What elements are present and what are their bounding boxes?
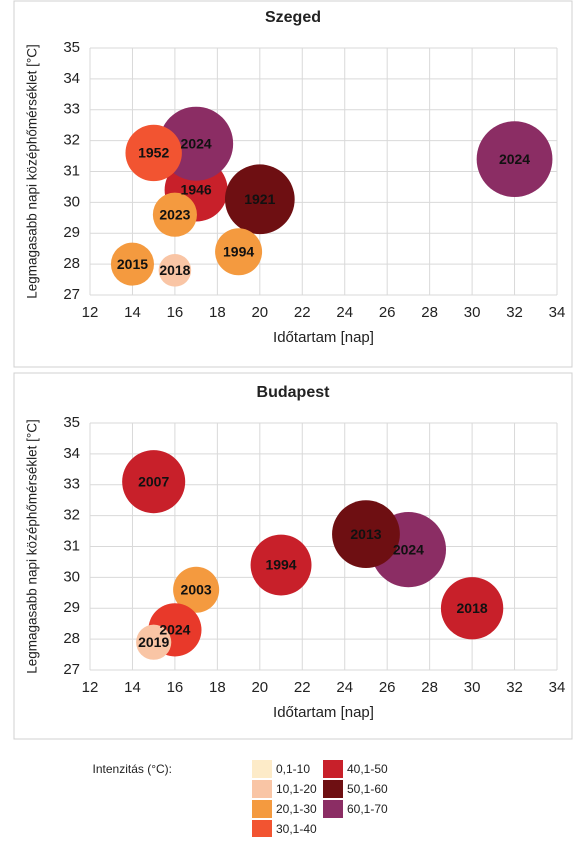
legend-swatch bbox=[252, 760, 272, 778]
bubble-label: 2018 bbox=[457, 600, 488, 616]
bubble-label: 2024 bbox=[499, 151, 530, 167]
x-axis-label: Időtartam [nap] bbox=[273, 329, 374, 346]
legend-swatch bbox=[252, 820, 272, 838]
bubble-label: 2013 bbox=[350, 526, 381, 542]
y-tick-label: 28 bbox=[63, 630, 80, 647]
bubble-label: 2018 bbox=[159, 262, 190, 278]
x-tick-label: 22 bbox=[294, 679, 311, 696]
x-tick-label: 20 bbox=[251, 679, 268, 696]
bubble bbox=[173, 566, 220, 613]
bubble-label: 1994 bbox=[265, 557, 296, 573]
x-tick-label: 30 bbox=[464, 679, 481, 696]
legend-swatch bbox=[323, 800, 343, 818]
y-tick-label: 33 bbox=[63, 476, 80, 493]
legend-swatch bbox=[323, 780, 343, 798]
bubble-label: 2024 bbox=[159, 622, 190, 638]
x-tick-label: 14 bbox=[124, 679, 141, 696]
legend-label: 40,1-50 bbox=[347, 762, 388, 776]
x-tick-label: 20 bbox=[251, 304, 268, 321]
chart-title: Szeged bbox=[265, 9, 321, 26]
y-tick-label: 28 bbox=[63, 255, 80, 272]
panel-border bbox=[13, 0, 573, 368]
bubble-label: 2024 bbox=[181, 135, 212, 151]
bubble-label: 1994 bbox=[223, 243, 254, 259]
x-tick-label: 14 bbox=[124, 304, 141, 321]
y-tick-label: 32 bbox=[63, 507, 80, 524]
bubble-label: 1952 bbox=[138, 145, 169, 161]
bubble bbox=[215, 228, 263, 276]
bubble-label: 2015 bbox=[117, 256, 148, 272]
bubble bbox=[125, 124, 182, 182]
y-axis-label: Legmagasabb napi középhőmérséklet [°C] bbox=[25, 419, 40, 674]
y-tick-label: 29 bbox=[63, 224, 80, 241]
legend-swatch bbox=[252, 780, 272, 798]
legend-label: 30,1-40 bbox=[276, 822, 317, 836]
x-tick-label: 22 bbox=[294, 304, 311, 321]
bubble bbox=[158, 254, 192, 287]
bubble bbox=[110, 242, 154, 286]
x-tick-label: 30 bbox=[464, 304, 481, 321]
bubble bbox=[440, 577, 504, 640]
legend-label: 20,1-30 bbox=[276, 802, 317, 816]
bubble bbox=[136, 624, 172, 660]
x-tick-label: 16 bbox=[167, 304, 184, 321]
x-tick-label: 24 bbox=[336, 679, 353, 696]
y-axis-label: Legmagasabb napi középhőmérséklet [°C] bbox=[25, 44, 40, 299]
x-axis-label: Időtartam [nap] bbox=[273, 704, 374, 721]
bubble-label: 1921 bbox=[244, 191, 275, 207]
bubble bbox=[476, 121, 553, 198]
legend-swatch bbox=[252, 800, 272, 818]
x-tick-label: 28 bbox=[421, 679, 438, 696]
x-tick-label: 16 bbox=[167, 679, 184, 696]
panel-border bbox=[13, 372, 573, 740]
bubble bbox=[152, 192, 197, 237]
legend-title: Intenzitás (°C): bbox=[93, 762, 173, 776]
legend-label: 60,1-70 bbox=[347, 802, 388, 816]
x-tick-label: 26 bbox=[379, 304, 396, 321]
bubble bbox=[224, 164, 295, 235]
bubble-label: 2023 bbox=[159, 206, 190, 222]
x-tick-label: 12 bbox=[82, 679, 99, 696]
y-tick-label: 34 bbox=[63, 445, 80, 462]
x-tick-label: 34 bbox=[549, 679, 566, 696]
bubble bbox=[332, 500, 400, 569]
y-tick-label: 30 bbox=[63, 193, 80, 210]
legend-label: 50,1-60 bbox=[347, 782, 388, 796]
x-tick-label: 24 bbox=[336, 304, 353, 321]
bubble bbox=[250, 534, 312, 596]
y-tick-label: 33 bbox=[63, 101, 80, 118]
x-tick-label: 34 bbox=[549, 304, 566, 321]
y-tick-label: 31 bbox=[63, 162, 80, 179]
bubble-label: 2003 bbox=[181, 581, 212, 597]
x-tick-label: 32 bbox=[506, 304, 523, 321]
y-tick-label: 34 bbox=[63, 70, 80, 87]
y-tick-label: 35 bbox=[63, 414, 80, 431]
bubble bbox=[122, 450, 186, 514]
chart-title: Budapest bbox=[257, 384, 331, 401]
y-tick-label: 30 bbox=[63, 568, 80, 585]
y-tick-label: 31 bbox=[63, 537, 80, 554]
bubble-label: 2024 bbox=[393, 541, 424, 557]
y-tick-label: 27 bbox=[63, 286, 80, 303]
y-tick-label: 35 bbox=[63, 39, 80, 56]
x-tick-label: 12 bbox=[82, 304, 99, 321]
x-tick-label: 32 bbox=[506, 679, 523, 696]
bubble-label: 1946 bbox=[181, 182, 212, 198]
legend-swatch bbox=[323, 760, 343, 778]
y-tick-label: 29 bbox=[63, 599, 80, 616]
x-tick-label: 26 bbox=[379, 679, 396, 696]
x-tick-label: 28 bbox=[421, 304, 438, 321]
bubble-label: 2019 bbox=[138, 634, 169, 650]
x-tick-label: 18 bbox=[209, 304, 226, 321]
legend-label: 0,1-10 bbox=[276, 762, 310, 776]
bubble-label: 2007 bbox=[138, 473, 169, 489]
y-tick-label: 27 bbox=[63, 661, 80, 678]
y-tick-label: 32 bbox=[63, 132, 80, 149]
legend-label: 10,1-20 bbox=[276, 782, 317, 796]
x-tick-label: 18 bbox=[209, 679, 226, 696]
